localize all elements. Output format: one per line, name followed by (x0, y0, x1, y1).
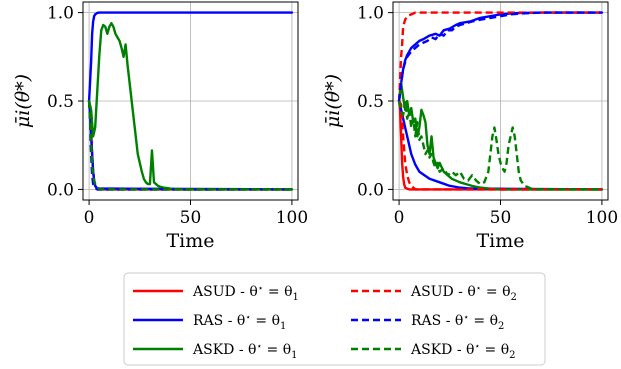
legend-entry: ASUD - θ⋆ = θ2 (351, 284, 517, 303)
y-tick-label: 0.0 (47, 180, 74, 200)
x-tick-label: 50 (180, 208, 202, 228)
x-tick-label: 100 (276, 208, 308, 228)
series-line-5 (397, 99, 602, 191)
x-tick-label: 100 (586, 208, 618, 228)
series-line-5 (87, 100, 292, 191)
series-line-0 (397, 99, 604, 191)
series-line-2 (87, 22, 294, 191)
y-tick-label: 0.0 (357, 180, 384, 200)
y-axis-label: μ̄i(θ*) (322, 74, 344, 128)
legend-label: ASKD - θ⋆ = θ2 (410, 342, 516, 361)
series-line-3 (397, 11, 602, 102)
chart-panel-right: 0 50 100 0.0 0.5 1.0 Time μ̄i(θ*) (322, 1, 618, 252)
x-tick-label: 50 (490, 208, 512, 228)
legend-entry: RAS - θ⋆ = θ2 (351, 313, 504, 332)
series-line-1 (87, 11, 294, 103)
series-line-1-b (397, 99, 604, 191)
legend-label: ASUD - θ⋆ = θ2 (410, 284, 517, 303)
legend-label: ASUD - θ⋆ = θ1 (192, 284, 299, 303)
legend-entry: ASKD - θ⋆ = θ1 (133, 342, 298, 361)
y-tick-label: 1.0 (357, 4, 384, 24)
y-axis-label: μ̄i(θ*) (12, 74, 34, 128)
y-tick-label: 0.5 (357, 92, 384, 112)
legend-entry: ASUD - θ⋆ = θ1 (133, 284, 299, 303)
legend-entry: ASKD - θ⋆ = θ2 (351, 342, 516, 361)
x-axis-label: Time (476, 230, 524, 252)
legend-label: RAS - θ⋆ = θ2 (411, 313, 504, 332)
x-axis-label: Time (166, 230, 214, 252)
series-line-4 (397, 11, 602, 102)
legend: ASUD - θ⋆ = θ1 ASUD - θ⋆ = θ2 RAS - θ⋆ = θ… (123, 272, 546, 366)
legend-entry: RAS - θ⋆ = θ1 (133, 313, 286, 332)
chart-panel-left: 0 50 100 0.0 0.5 1.0 Time μ̄i(θ*) (12, 1, 308, 252)
legend-label: RAS - θ⋆ = θ1 (193, 313, 286, 332)
legend-frame (123, 272, 546, 366)
series-line-3-b (398, 100, 602, 191)
x-tick-label: 0 (84, 208, 95, 228)
y-tick-label: 0.5 (47, 92, 74, 112)
x-tick-label: 0 (394, 208, 405, 228)
y-tick-label: 1.0 (47, 4, 74, 24)
legend-label: ASKD - θ⋆ = θ1 (192, 342, 298, 361)
